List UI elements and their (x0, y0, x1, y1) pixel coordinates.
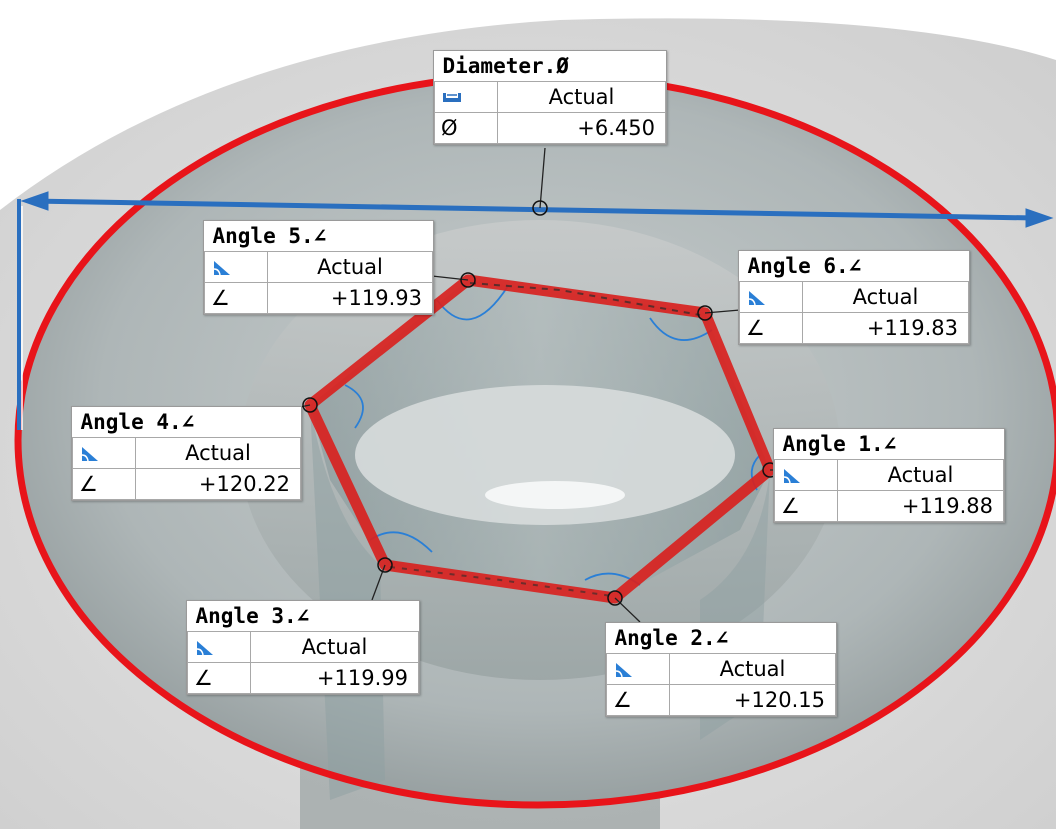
measure-symbol: ∠ (72, 468, 136, 500)
angle-2-callout[interactable]: Angle 2.∠ Actual ∠ +120.15 (605, 622, 837, 717)
angle-arcs (344, 285, 761, 586)
angle-measure-icon (204, 251, 268, 283)
callout-title: Angle 5.∠ (204, 221, 433, 252)
column-label: Actual (135, 437, 301, 469)
vertex-markers (302, 200, 778, 606)
column-label: Actual (497, 81, 666, 113)
angle-5-callout[interactable]: Angle 5.∠ Actual ∠ +119.93 (203, 220, 434, 315)
angle-measure-icon (187, 631, 251, 663)
angle-measure-icon (774, 459, 838, 491)
measured-value: +119.99 (250, 662, 419, 694)
angle-measure-icon (739, 281, 803, 313)
angle-measure-icon (606, 653, 670, 685)
column-label: Actual (802, 281, 969, 313)
diameter-measure-icon (434, 81, 498, 113)
measured-value: +120.22 (135, 468, 301, 500)
callout-title: Diameter.Ø (434, 51, 666, 82)
callout-title: Angle 1.∠ (774, 429, 1004, 460)
angle-measure-icon (72, 437, 136, 469)
callout-title: Angle 4.∠ (72, 407, 301, 438)
callout-title: Angle 6.∠ (739, 251, 969, 282)
measured-value: +6.450 (497, 112, 666, 144)
measure-symbol: ∠ (606, 684, 670, 716)
callout-title: Angle 3.∠ (187, 601, 419, 632)
diameter-callout[interactable]: Diameter.Ø Actual Ø +6.450 (433, 50, 667, 145)
column-label: Actual (837, 459, 1004, 491)
measure-symbol: ∠ (187, 662, 251, 694)
column-label: Actual (250, 631, 419, 663)
angle-4-callout[interactable]: Angle 4.∠ Actual ∠ +120.22 (71, 406, 302, 501)
measure-symbol: ∠ (204, 282, 268, 314)
measured-value: +119.83 (802, 312, 969, 344)
angle-6-callout[interactable]: Angle 6.∠ Actual ∠ +119.83 (738, 250, 970, 345)
angle-3-callout[interactable]: Angle 3.∠ Actual ∠ +119.99 (186, 600, 420, 695)
column-label: Actual (267, 251, 433, 283)
callout-title: Angle 2.∠ (606, 623, 836, 654)
measured-value: +119.88 (837, 490, 1004, 522)
measured-value: +119.93 (267, 282, 433, 314)
measured-value: +120.15 (669, 684, 836, 716)
measure-symbol: ∠ (739, 312, 803, 344)
angle-1-callout[interactable]: Angle 1.∠ Actual ∠ +119.88 (773, 428, 1005, 523)
column-label: Actual (669, 653, 836, 685)
measure-symbol: Ø (434, 112, 498, 144)
measure-symbol: ∠ (774, 490, 838, 522)
